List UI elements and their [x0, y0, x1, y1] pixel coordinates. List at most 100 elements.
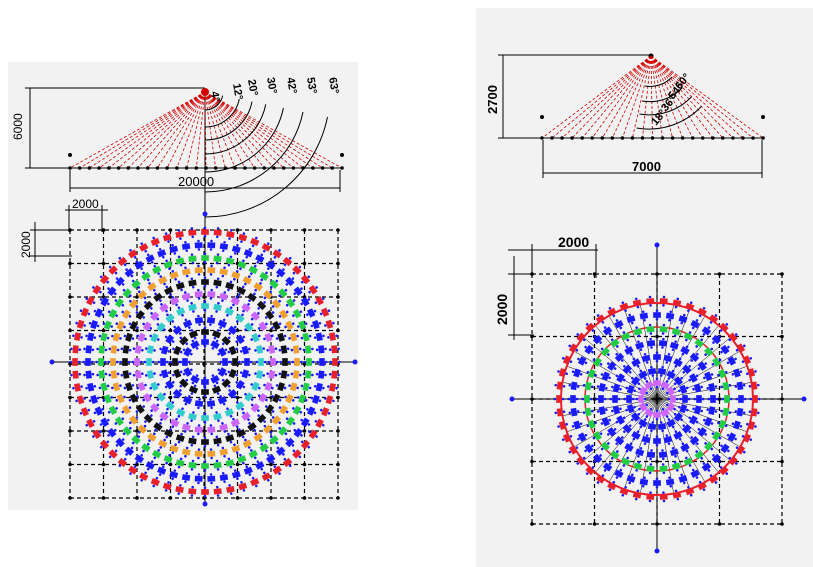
heliostat — [596, 406, 608, 415]
heliostat-pivot — [241, 435, 245, 439]
heliostat — [213, 253, 222, 265]
heliostat-pivot — [655, 409, 659, 413]
heliostat — [163, 259, 173, 271]
heliostat — [250, 403, 260, 413]
heliostat-pivot — [676, 497, 680, 501]
heliostat-pivot — [617, 397, 621, 401]
heliostat — [75, 319, 86, 329]
heliostat-mirror — [188, 303, 197, 311]
heliostat — [706, 383, 718, 392]
heliostat — [706, 406, 718, 415]
heliostat-pivot — [83, 397, 86, 400]
ground-heliostat-dot — [165, 166, 169, 170]
heliostat — [641, 353, 651, 364]
heliostat-pivot — [163, 328, 166, 332]
heliostat — [689, 352, 700, 363]
heliostat-pivot — [250, 449, 253, 452]
heliostat-pivot — [307, 298, 311, 301]
heliostat-pivot — [171, 425, 175, 428]
heliostat-mirror — [110, 370, 118, 379]
heliostat-mirror — [201, 279, 209, 285]
heliostat-pivot — [310, 324, 314, 328]
heliostat-pivot — [173, 252, 177, 255]
heliostat-mirror — [237, 260, 247, 269]
heliostat — [175, 484, 184, 495]
heliostat — [692, 383, 703, 393]
heliostat-pivot — [135, 410, 139, 413]
heliostat-pivot — [144, 420, 147, 423]
heliostat — [141, 271, 151, 282]
heliostat-pivot — [265, 449, 268, 453]
heliostat — [653, 435, 661, 447]
heliostat-mirror — [646, 493, 655, 500]
heliostat — [169, 443, 179, 454]
heliostat — [731, 420, 743, 430]
heliostat-pivot — [714, 410, 718, 413]
heliostat-pivot — [337, 360, 341, 364]
heliostat — [269, 279, 279, 289]
heliostat — [647, 365, 657, 377]
heliostat — [98, 332, 110, 342]
heliostat — [149, 333, 160, 343]
heliostat-pivot — [679, 397, 683, 401]
heliostat-pivot — [106, 336, 110, 340]
heliostat-pivot — [655, 443, 659, 447]
heliostat-mirror — [752, 395, 758, 403]
heliostat — [151, 264, 162, 275]
heliostat-pivot — [143, 360, 147, 364]
heliostat-pivot — [754, 370, 757, 373]
heliostat — [319, 407, 331, 417]
heliostat-pivot — [275, 337, 279, 340]
heliostat-pivot — [288, 256, 292, 260]
heliostat — [292, 265, 302, 275]
heliostat-mirror — [226, 486, 235, 493]
heliostat-pivot — [142, 271, 145, 275]
heliostat — [237, 259, 247, 271]
heliostat-pivot — [215, 459, 219, 463]
heliostat-pivot — [107, 302, 110, 306]
heliostat-pivot — [99, 298, 103, 301]
heliostat — [697, 427, 707, 437]
heliostat-pivot — [650, 365, 653, 369]
heliostat-pivot — [83, 324, 86, 327]
heliostat-pivot — [562, 410, 566, 414]
heliostat-mirror — [653, 380, 661, 386]
heliostat-pivot — [655, 359, 659, 363]
heliostat — [255, 358, 267, 366]
heliostat-pivot — [131, 337, 135, 340]
heliostat — [721, 395, 733, 403]
heliostat-pivot — [263, 383, 266, 387]
heliostat-pivot — [157, 449, 160, 452]
heliostat-mirror — [207, 242, 216, 249]
heliostat — [131, 435, 141, 445]
heliostat-pivot — [102, 399, 106, 402]
ground-heliostat-dot — [155, 166, 160, 170]
heliostat — [310, 394, 322, 404]
heliostat-pivot — [203, 468, 207, 472]
heliostat-mirror — [80, 407, 89, 417]
heliostat-mirror — [115, 437, 125, 448]
heliostat — [194, 424, 203, 436]
heliostat-mirror — [280, 370, 288, 379]
heliostat-mirror — [73, 383, 82, 392]
heliostat-pivot — [283, 457, 287, 461]
ray-line — [204, 91, 294, 169]
heliostat-pivot — [648, 499, 652, 503]
heliostat-mirror — [671, 462, 681, 471]
heliostat-mirror — [169, 245, 179, 254]
heliostat-pivot — [149, 386, 153, 390]
heliostat-pivot — [665, 434, 669, 437]
grid-node — [717, 522, 722, 526]
heliostat — [194, 239, 203, 251]
heliostat-pivot — [296, 334, 299, 338]
heliostat-pivot — [742, 383, 746, 387]
heliostat-mirror — [638, 370, 648, 380]
heliostat — [611, 405, 622, 415]
heliostat-pivot — [700, 409, 703, 413]
heliostat-mirror — [646, 465, 655, 472]
heliostat-pivot — [159, 299, 162, 302]
heliostat-pivot — [92, 435, 95, 438]
heliostat-pivot — [676, 326, 679, 329]
heliostat-pivot — [322, 386, 325, 390]
heliostat-mirror — [308, 285, 318, 295]
